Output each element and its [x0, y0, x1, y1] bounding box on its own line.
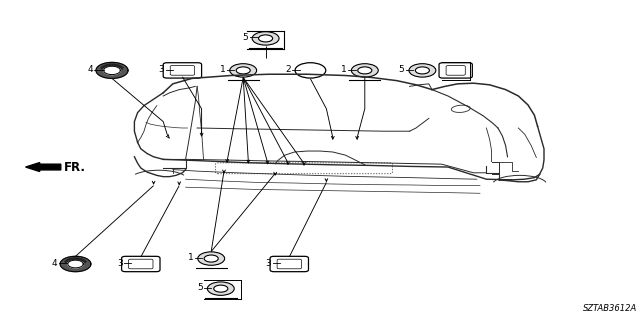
Text: 5: 5 [399, 65, 404, 74]
Circle shape [351, 64, 378, 77]
Polygon shape [96, 62, 128, 78]
Text: 1: 1 [341, 65, 347, 74]
Text: 1: 1 [220, 65, 225, 74]
Circle shape [259, 35, 273, 42]
Circle shape [214, 285, 228, 292]
FancyArrow shape [26, 163, 61, 172]
Circle shape [204, 255, 218, 262]
Circle shape [207, 282, 234, 295]
Circle shape [415, 67, 429, 74]
Text: SZTAB3612A: SZTAB3612A [582, 304, 637, 313]
Circle shape [236, 67, 250, 74]
Circle shape [198, 252, 225, 265]
Polygon shape [60, 256, 91, 272]
Text: 4: 4 [87, 65, 93, 74]
Text: 5: 5 [242, 33, 248, 42]
Text: FR.: FR. [64, 161, 86, 173]
Text: 4: 4 [52, 259, 58, 268]
Text: 2: 2 [285, 65, 291, 74]
Text: 1: 1 [188, 253, 193, 262]
Polygon shape [68, 260, 83, 268]
Polygon shape [104, 66, 120, 75]
Circle shape [409, 64, 436, 77]
Text: 3: 3 [117, 259, 123, 268]
Text: 3: 3 [159, 65, 164, 74]
Circle shape [230, 64, 257, 77]
Text: 3: 3 [266, 259, 271, 268]
Text: 5: 5 [197, 284, 203, 292]
Circle shape [252, 32, 279, 45]
Circle shape [358, 67, 372, 74]
